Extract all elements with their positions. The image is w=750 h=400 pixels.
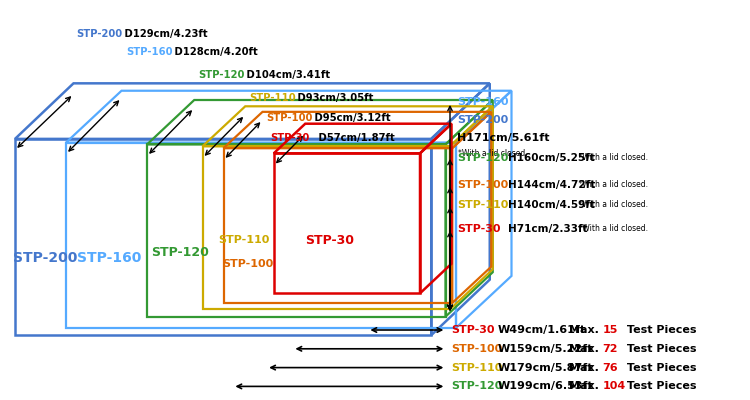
Text: H71cm/2.33ft: H71cm/2.33ft: [509, 224, 588, 234]
Text: STP-110: STP-110: [452, 362, 503, 373]
Text: W199cm/6.53ft: W199cm/6.53ft: [498, 382, 594, 391]
Text: 72: 72: [602, 344, 618, 354]
Text: *With a lid closed.: *With a lid closed.: [576, 200, 648, 209]
Text: STP-100: STP-100: [458, 180, 509, 190]
Text: H160cm/5.25ft: H160cm/5.25ft: [509, 153, 596, 163]
Text: STP-100: STP-100: [222, 259, 273, 269]
Text: D104cm/3.41ft: D104cm/3.41ft: [243, 70, 330, 80]
Text: H140cm/4.59ft: H140cm/4.59ft: [509, 200, 596, 210]
Text: Test Pieces: Test Pieces: [623, 325, 697, 335]
Text: *With a lid closed.: *With a lid closed.: [576, 224, 648, 233]
Text: W159cm/5.22ft: W159cm/5.22ft: [498, 344, 593, 354]
Text: STP-160: STP-160: [126, 47, 172, 57]
Text: D57cm/1.87ft: D57cm/1.87ft: [315, 133, 394, 143]
Text: STP-100: STP-100: [266, 114, 313, 124]
Text: D93cm/3.05ft: D93cm/3.05ft: [294, 93, 374, 103]
Text: D129cm/4.23ft: D129cm/4.23ft: [122, 29, 208, 39]
Text: STP-110: STP-110: [249, 93, 296, 103]
Text: STP-100: STP-100: [452, 344, 503, 354]
Text: Max.: Max.: [569, 344, 599, 354]
Text: H144cm/4.72ft: H144cm/4.72ft: [509, 180, 596, 190]
Text: STP-30: STP-30: [305, 234, 355, 246]
Text: STP-30: STP-30: [458, 224, 501, 234]
Text: STP-120: STP-120: [151, 246, 209, 258]
Text: STP-200: STP-200: [458, 115, 509, 125]
Text: 76: 76: [602, 362, 618, 373]
Text: STP-120: STP-120: [458, 153, 509, 163]
Text: *With a lid closed.: *With a lid closed.: [576, 154, 648, 162]
Text: STP-160: STP-160: [76, 251, 141, 265]
Text: Max.: Max.: [569, 382, 599, 391]
Text: Test Pieces: Test Pieces: [623, 344, 697, 354]
Text: Test Pieces: Test Pieces: [623, 362, 697, 373]
Text: STP-110: STP-110: [458, 200, 509, 210]
Text: 15: 15: [602, 325, 618, 335]
Text: STP-200: STP-200: [13, 251, 77, 265]
Text: Test Pieces: Test Pieces: [623, 382, 697, 391]
Text: STP-160: STP-160: [458, 97, 509, 107]
Text: D95cm/3.12ft: D95cm/3.12ft: [311, 114, 391, 124]
Text: 104: 104: [602, 382, 625, 391]
Text: D128cm/4.20ft: D128cm/4.20ft: [171, 47, 258, 57]
Text: STP-200: STP-200: [76, 29, 123, 39]
Text: *With a lid closed.: *With a lid closed.: [576, 180, 648, 189]
Text: W49cm/1.61ft: W49cm/1.61ft: [498, 325, 586, 335]
Text: Max.: Max.: [569, 325, 599, 335]
Text: H171cm/5.61ft: H171cm/5.61ft: [458, 133, 550, 143]
Text: Max.: Max.: [569, 362, 599, 373]
Text: STP-110: STP-110: [218, 235, 269, 245]
Text: STP-30: STP-30: [270, 133, 309, 143]
Text: W179cm/5.87ft: W179cm/5.87ft: [498, 362, 593, 373]
Text: *With a lid closed.: *With a lid closed.: [458, 149, 527, 158]
Text: STP-30: STP-30: [452, 325, 495, 335]
Text: STP-120: STP-120: [452, 382, 503, 391]
Text: STP-120: STP-120: [198, 70, 244, 80]
